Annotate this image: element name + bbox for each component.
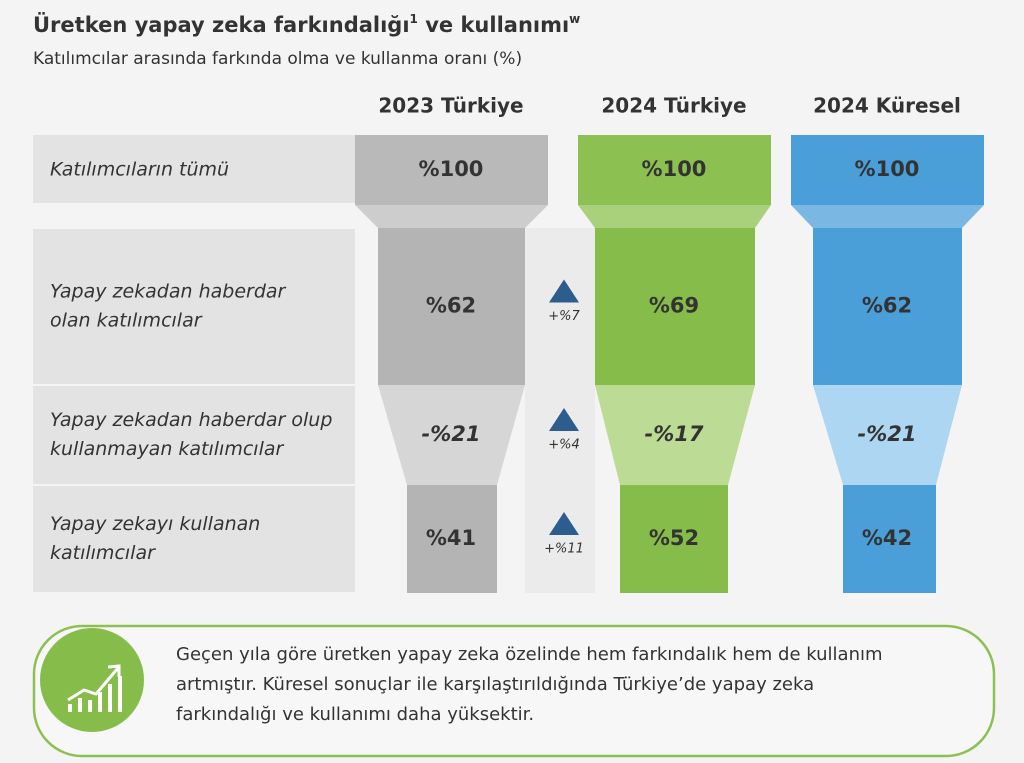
column-header: 2024 Küresel [813,94,961,118]
funnel-not-using [378,385,525,485]
cell-value: %41 [426,526,476,550]
funnel: 2023 Türkiye 2024 Türkiye 2024 Küresel Katı… [33,94,984,593]
row-label: Yapay zekadan haberdar olup [50,409,332,431]
row-label: Yapay zekayı kullanan [50,513,260,535]
funnel-top [355,135,548,205]
funnel-aware [378,228,525,385]
cell-value: -%17 [645,422,704,446]
title: Üretken yapay zeka farkındalığı1 ve kull… [33,12,580,38]
row-label: kullanmayan katılımcılar [50,438,284,460]
column-header: 2024 Türkiye [601,94,746,118]
funnel-using [620,485,728,593]
callout-text: Geçen yıla göre üretken yapay zeka özeli… [176,644,883,725]
callout-box [32,624,996,758]
cell-value: %52 [649,526,699,550]
cell-value: %42 [862,526,912,550]
change-label: +%7 [548,309,580,324]
cell-value: %100 [419,157,484,181]
funnel-taper [578,205,771,228]
funnel-top [791,135,984,205]
callout-line: artmıştır. Küresel sonuçlar ile karşılaş… [176,674,814,695]
funnel-taper [355,205,548,228]
growth-icon [67,664,122,712]
cell-value: -%21 [422,422,481,446]
funnel-not-using [595,385,755,485]
cell-value: %100 [855,157,920,181]
funnel-not-using [813,385,962,485]
change-column-bg [525,228,595,593]
cell-value: %69 [649,294,699,318]
row-label-bg [33,229,355,384]
cell-value: %100 [642,157,707,181]
increase-arrow [549,279,579,303]
increase-arrow [549,408,579,431]
row-label-bg [33,135,355,203]
funnel-using [843,485,936,593]
column-header: 2023 Türkiye [378,94,523,118]
cell-value: %62 [426,294,476,318]
subtitle: Katılımcılar arasında farkında olma ve k… [33,49,522,69]
callout-icon [40,628,144,732]
funnel-taper [791,205,984,228]
row-label: olan katılımcılar [50,310,203,332]
cell-value: %62 [862,294,912,318]
change-label: +%11 [544,542,584,557]
funnel-aware [813,228,962,385]
row-label: Katılımcıların tümü [50,159,229,181]
row-label-bg [33,386,355,484]
cell-value: -%21 [858,422,917,446]
change-label: +%4 [548,438,580,453]
row-label: Yapay zekadan haberdar [50,281,287,303]
row-label: katılımcılar [50,542,156,564]
row-label-bg [33,486,355,592]
callout-line: farkındalığı ve kullanımı daha yüksektir… [176,704,534,725]
funnel-top [578,135,771,205]
callout-line: Geçen yıla göre üretken yapay zeka özeli… [176,644,883,665]
funnel-aware [595,228,755,385]
funnel-using [407,485,497,593]
increase-arrow [549,512,579,535]
